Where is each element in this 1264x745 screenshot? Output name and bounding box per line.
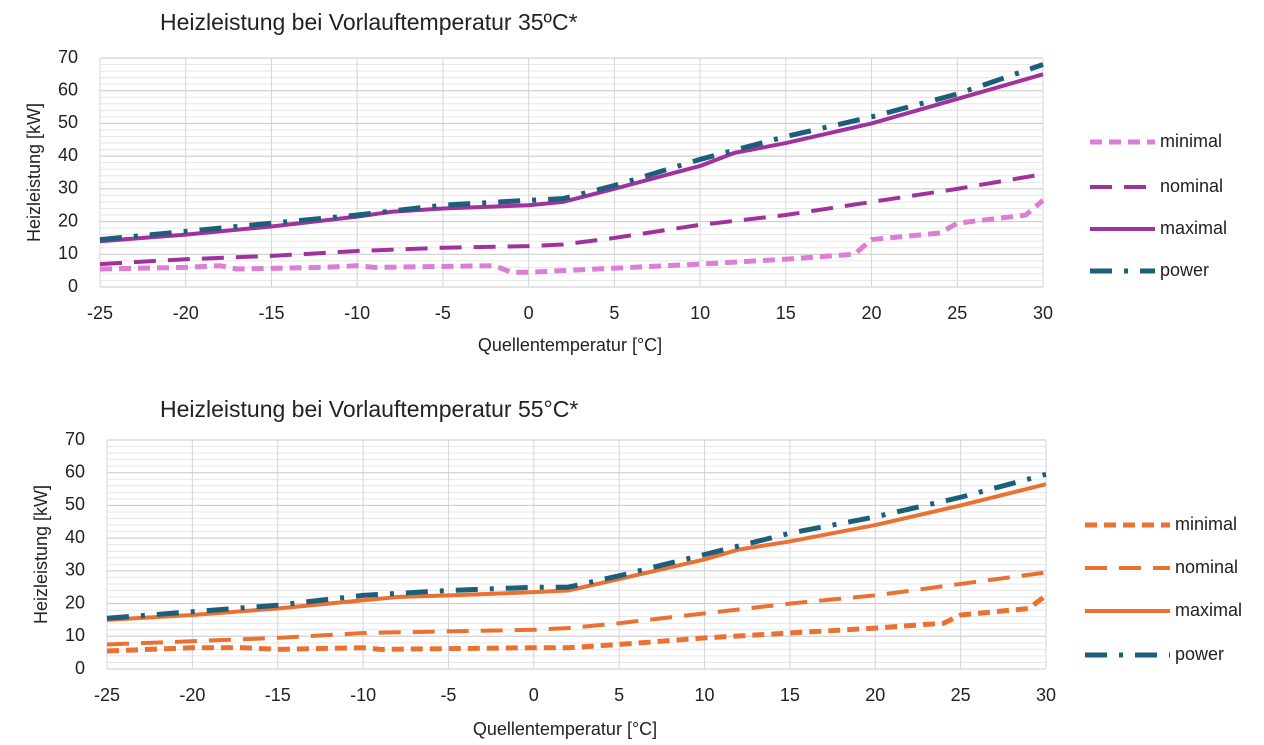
- y-tick-label: 50: [65, 494, 85, 514]
- x-tick-label: 25: [951, 685, 971, 705]
- x-tick-label: -5: [435, 303, 451, 323]
- x-tick-label: -10: [350, 685, 376, 705]
- y-axis-label: Heizleistung [kW]: [31, 485, 51, 624]
- y-tick-label: 0: [75, 658, 85, 678]
- x-tick-label: 30: [1036, 685, 1056, 705]
- x-tick-label: -25: [94, 685, 120, 705]
- line-series: [99, 62, 1044, 243]
- x-tick-label: 0: [529, 685, 539, 705]
- y-tick-label: 10: [58, 243, 78, 263]
- x-tick-label: 0: [524, 303, 534, 323]
- legend-label: power: [1175, 644, 1224, 664]
- y-tick-label: 50: [58, 112, 78, 132]
- line-series: [99, 172, 1044, 267]
- chart-title: Heizleistung bei Vorlauftemperatur 55°C*: [160, 396, 578, 422]
- y-tick-label: 20: [65, 592, 85, 612]
- line-series: [99, 198, 1045, 275]
- line-series: [106, 593, 1048, 654]
- y-tick-label: 30: [65, 560, 85, 580]
- y-tick-label: 70: [65, 429, 85, 449]
- x-axis-label: Quellentemperatur [°C]: [478, 335, 662, 355]
- x-tick-label: -10: [344, 303, 370, 323]
- x-tick-label: 10: [695, 685, 715, 705]
- legend-label: minimal: [1175, 514, 1237, 534]
- x-tick-label: -25: [87, 303, 113, 323]
- x-tick-label: 5: [614, 685, 624, 705]
- x-tick-label: -15: [265, 685, 291, 705]
- y-axis-label: Heizleistung [kW]: [24, 103, 44, 242]
- legend-label: maximal: [1160, 218, 1227, 238]
- x-tick-label: 15: [780, 685, 800, 705]
- line-series: [99, 72, 1044, 244]
- legend-label: power: [1160, 260, 1209, 280]
- y-tick-label: 30: [58, 178, 78, 198]
- y-tick-label: 40: [65, 527, 85, 547]
- legend-label: minimal: [1160, 131, 1222, 151]
- x-tick-label: -20: [179, 685, 205, 705]
- x-tick-label: 15: [776, 303, 796, 323]
- line-series: [106, 570, 1047, 647]
- y-tick-label: 70: [58, 47, 78, 67]
- y-tick-label: 60: [65, 461, 85, 481]
- y-tick-label: 0: [68, 276, 78, 296]
- x-tick-label: 20: [862, 303, 882, 323]
- legend-label: nominal: [1175, 557, 1238, 577]
- y-tick-label: 60: [58, 79, 78, 99]
- x-tick-label: -15: [258, 303, 284, 323]
- x-tick-label: 5: [609, 303, 619, 323]
- y-tick-label: 10: [65, 625, 85, 645]
- x-tick-label: 10: [690, 303, 710, 323]
- x-tick-label: 20: [865, 685, 885, 705]
- x-tick-label: 30: [1033, 303, 1053, 323]
- x-tick-label: 25: [947, 303, 967, 323]
- y-tick-label: 20: [58, 210, 78, 230]
- x-tick-label: -5: [440, 685, 456, 705]
- x-tick-label: -20: [173, 303, 199, 323]
- y-tick-label: 40: [58, 145, 78, 165]
- line-series: [106, 471, 1047, 621]
- x-axis-label: Quellentemperatur [°C]: [473, 719, 657, 739]
- legend-label: nominal: [1160, 176, 1223, 196]
- chart-title: Heizleistung bei Vorlauftemperatur 35ºC*: [160, 9, 578, 35]
- line-series: [106, 482, 1047, 622]
- legend-label: maximal: [1175, 600, 1242, 620]
